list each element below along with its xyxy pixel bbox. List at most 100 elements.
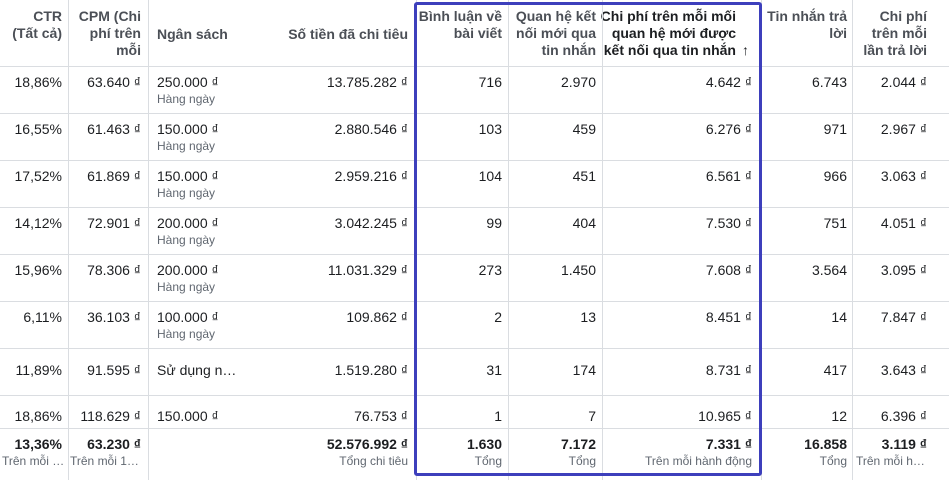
cell-new-connections: 459: [572, 121, 596, 137]
cell-cost-per-new-connection: 10.965 ₫: [698, 408, 752, 424]
total-amount-spent-caption: Tổng chi tiêu: [339, 454, 408, 468]
cell-budget: 150.000 ₫: [157, 408, 219, 424]
cell-cpm: 61.869 ₫: [87, 168, 141, 184]
column-divider[interactable]: [148, 0, 149, 480]
row-divider: [0, 395, 949, 396]
total-cost-per-reply-caption: Trên mỗi h…: [856, 454, 925, 468]
cell-budget: 250.000 ₫: [157, 74, 219, 90]
total-amount-spent: 52.576.992 ₫: [326, 436, 408, 452]
cell-amount-spent: 11.031.329 ₫: [327, 262, 408, 278]
cell-new-connections: 7: [588, 408, 596, 424]
totals-divider: [0, 428, 949, 429]
cell-amount-spent: 13.785.282 ₫: [326, 74, 408, 90]
cell-amount-spent: 3.042.245 ₫: [334, 215, 408, 231]
row-divider: [0, 254, 949, 255]
cell-cost-per-new-connection: 7.608 ₫: [705, 262, 752, 278]
cell-amount-spent: 2.959.216 ₫: [334, 168, 408, 184]
cell-replies: 14: [831, 309, 847, 325]
cell-budget-type: Hàng ngày: [157, 92, 216, 106]
cell-replies: 966: [823, 168, 847, 184]
cell-budget-type: Hàng ngày: [157, 327, 216, 341]
col-header-budget[interactable]: Ngân sách: [157, 26, 228, 42]
cell-cost-per-reply: 2.044 ₫: [880, 74, 927, 90]
cell-budget: 150.000 ₫: [157, 121, 219, 137]
cell-post-comments: 716: [478, 74, 502, 90]
cell-cost-per-new-connection: 7.530 ₫: [705, 215, 752, 231]
cell-budget: 100.000 ₫: [157, 309, 219, 325]
cell-cpm: 91.595 ₫: [87, 362, 141, 378]
cell-cost-per-reply: 3.063 ₫: [880, 168, 927, 184]
cell-cpm: 78.306 ₫: [87, 262, 141, 278]
cell-cpm: 61.463 ₫: [87, 121, 141, 137]
cell-amount-spent: 76.753 ₫: [354, 408, 408, 424]
cell-amount-spent: 1.519.280 ₫: [334, 362, 408, 378]
col-header-new-messaging-connections[interactable]: Quan hệ kết nối mới qua tin nhắn: [515, 8, 596, 58]
col-header-amount-spent[interactable]: Số tiền đã chi tiêu: [288, 26, 408, 42]
cell-post-comments: 104: [478, 168, 502, 184]
cell-post-comments: 31: [486, 362, 502, 378]
total-cpm-caption: Trên mỗi 1…: [70, 454, 139, 468]
col-header-messaging-replies[interactable]: Tin nhắn trả lời: [767, 8, 847, 41]
total-ctr-caption: Trên mỗi …: [2, 454, 65, 468]
total-post-comments: 1.630: [466, 436, 502, 452]
col-header-post-comments[interactable]: Bình luận về bài viết: [418, 8, 502, 41]
cell-replies: 417: [823, 362, 847, 378]
cell-new-connections: 174: [572, 362, 596, 378]
cell-cpm: 63.640 ₫: [87, 74, 141, 90]
cell-amount-spent: 2.880.546 ₫: [334, 121, 408, 137]
cell-cost-per-reply: 3.643 ₫: [880, 362, 927, 378]
col-header-ctr[interactable]: CTR (Tất cả): [12, 8, 62, 41]
cell-ctr: 17,52%: [14, 168, 62, 184]
cell-cpm: 72.901 ₫: [87, 215, 141, 231]
cell-budget-type: Hàng ngày: [157, 233, 216, 247]
column-divider[interactable]: [852, 0, 853, 480]
column-divider[interactable]: [602, 0, 603, 480]
cell-new-connections: 2.970: [560, 74, 596, 90]
total-ctr: 13,36%: [14, 436, 62, 452]
cell-post-comments: 2: [494, 309, 502, 325]
col-header-cpm[interactable]: CPM (Chi phí trên mỗi: [78, 8, 141, 58]
cell-cost-per-new-connection: 6.561 ₫: [705, 168, 752, 184]
cell-new-connections: 404: [572, 215, 596, 231]
cell-new-connections: 451: [572, 168, 596, 184]
col-header-cost-per-new-messaging-connection[interactable]: Chi phí trên mỗi mối quan hệ mới được kế…: [600, 8, 736, 58]
cell-budget: 150.000 ₫: [157, 168, 219, 184]
cell-cost-per-reply: 3.095 ₫: [880, 262, 927, 278]
cell-cost-per-new-connection: 4.642 ₫: [705, 74, 752, 90]
cell-budget-type: Hàng ngày: [157, 280, 216, 294]
row-divider: [0, 160, 949, 161]
total-cost-per-new-connection-caption: Trên mỗi hành động: [645, 454, 752, 468]
total-cost-per-reply: 3.119 ₫: [881, 436, 927, 452]
cell-cost-per-new-connection: 8.451 ₫: [705, 309, 752, 325]
cell-amount-spent: 109.862 ₫: [346, 309, 408, 325]
total-new-connections: 7.172: [560, 436, 596, 452]
cell-ctr: 6,11%: [23, 309, 62, 325]
sort-ascending-icon[interactable]: ↑: [742, 42, 749, 58]
total-cost-per-new-connection: 7.331 ₫: [705, 436, 752, 452]
total-new-connections-caption: Tổng: [568, 454, 596, 468]
cell-cost-per-new-connection: 6.276 ₫: [705, 121, 752, 137]
row-divider: [0, 301, 949, 302]
cell-post-comments: 1: [494, 408, 502, 424]
cell-cost-per-reply: 2.967 ₫: [880, 121, 927, 137]
cell-replies: 3.564: [811, 262, 847, 278]
cell-cost-per-reply: 7.847 ₫: [880, 309, 927, 325]
total-replies-caption: Tổng: [819, 454, 847, 468]
cell-replies: 971: [823, 121, 847, 137]
cell-replies: 12: [831, 408, 847, 424]
cell-ctr: 18,86%: [14, 408, 62, 424]
total-cpm: 63.230 ₫: [87, 436, 141, 452]
column-divider[interactable]: [68, 0, 69, 480]
column-divider[interactable]: [508, 0, 509, 480]
cell-cpm: 118.629 ₫: [80, 408, 141, 424]
col-header-cost-per-reply[interactable]: Chi phí trên mỗi lần trả lời: [863, 8, 927, 58]
cell-replies: 751: [823, 215, 847, 231]
cell-budget: 200.000 ₫: [157, 262, 219, 278]
cell-budget-type: Hàng ngày: [157, 139, 216, 153]
cell-cpm: 36.103 ₫: [87, 309, 141, 325]
column-divider[interactable]: [416, 0, 417, 480]
cell-new-connections: 13: [580, 309, 596, 325]
cell-post-comments: 99: [486, 215, 502, 231]
cell-new-connections: 1.450: [560, 262, 596, 278]
